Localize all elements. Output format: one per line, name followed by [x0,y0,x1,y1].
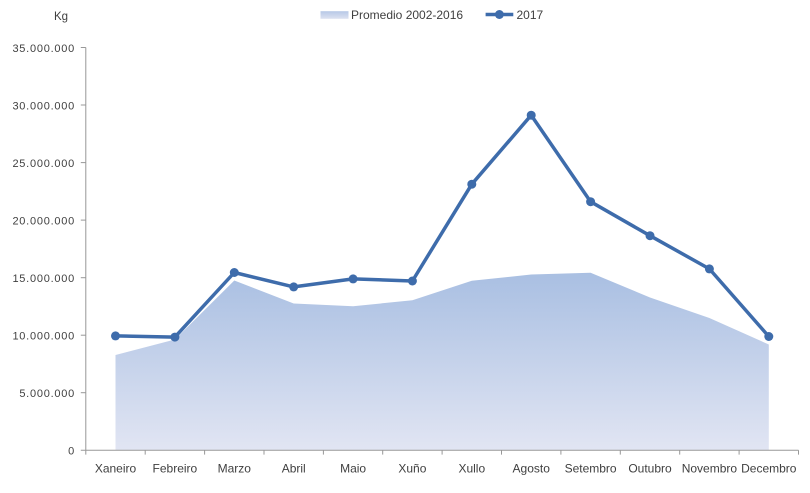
svg-text:Promedio 2002-2016: Promedio 2002-2016 [351,8,463,22]
svg-text:5.000.000: 5.000.000 [19,388,75,400]
svg-text:10.000.000: 10.000.000 [12,331,75,343]
svg-text:2017: 2017 [517,8,544,22]
svg-text:Agosto: Agosto [513,462,551,476]
svg-text:Kg: Kg [54,11,68,23]
svg-text:15.000.000: 15.000.000 [12,273,75,285]
svg-text:Marzo: Marzo [218,462,252,476]
svg-text:Maio: Maio [340,462,366,476]
svg-text:0: 0 [68,446,75,458]
svg-text:Novembro: Novembro [682,462,738,476]
svg-text:Setembro: Setembro [565,462,617,476]
svg-text:30.000.000: 30.000.000 [12,100,75,112]
svg-text:Abril: Abril [282,462,306,476]
svg-text:Xullo: Xullo [458,462,485,476]
svg-text:25.000.000: 25.000.000 [12,158,75,170]
svg-text:Xuño: Xuño [398,462,426,476]
svg-text:Xaneiro: Xaneiro [95,462,137,476]
svg-text:Outubro: Outubro [628,462,672,476]
svg-text:Febreiro: Febreiro [153,462,198,476]
svg-text:Decembro: Decembro [741,462,797,476]
svg-text:20.000.000: 20.000.000 [12,215,75,227]
svg-text:35.000.000: 35.000.000 [12,43,75,55]
